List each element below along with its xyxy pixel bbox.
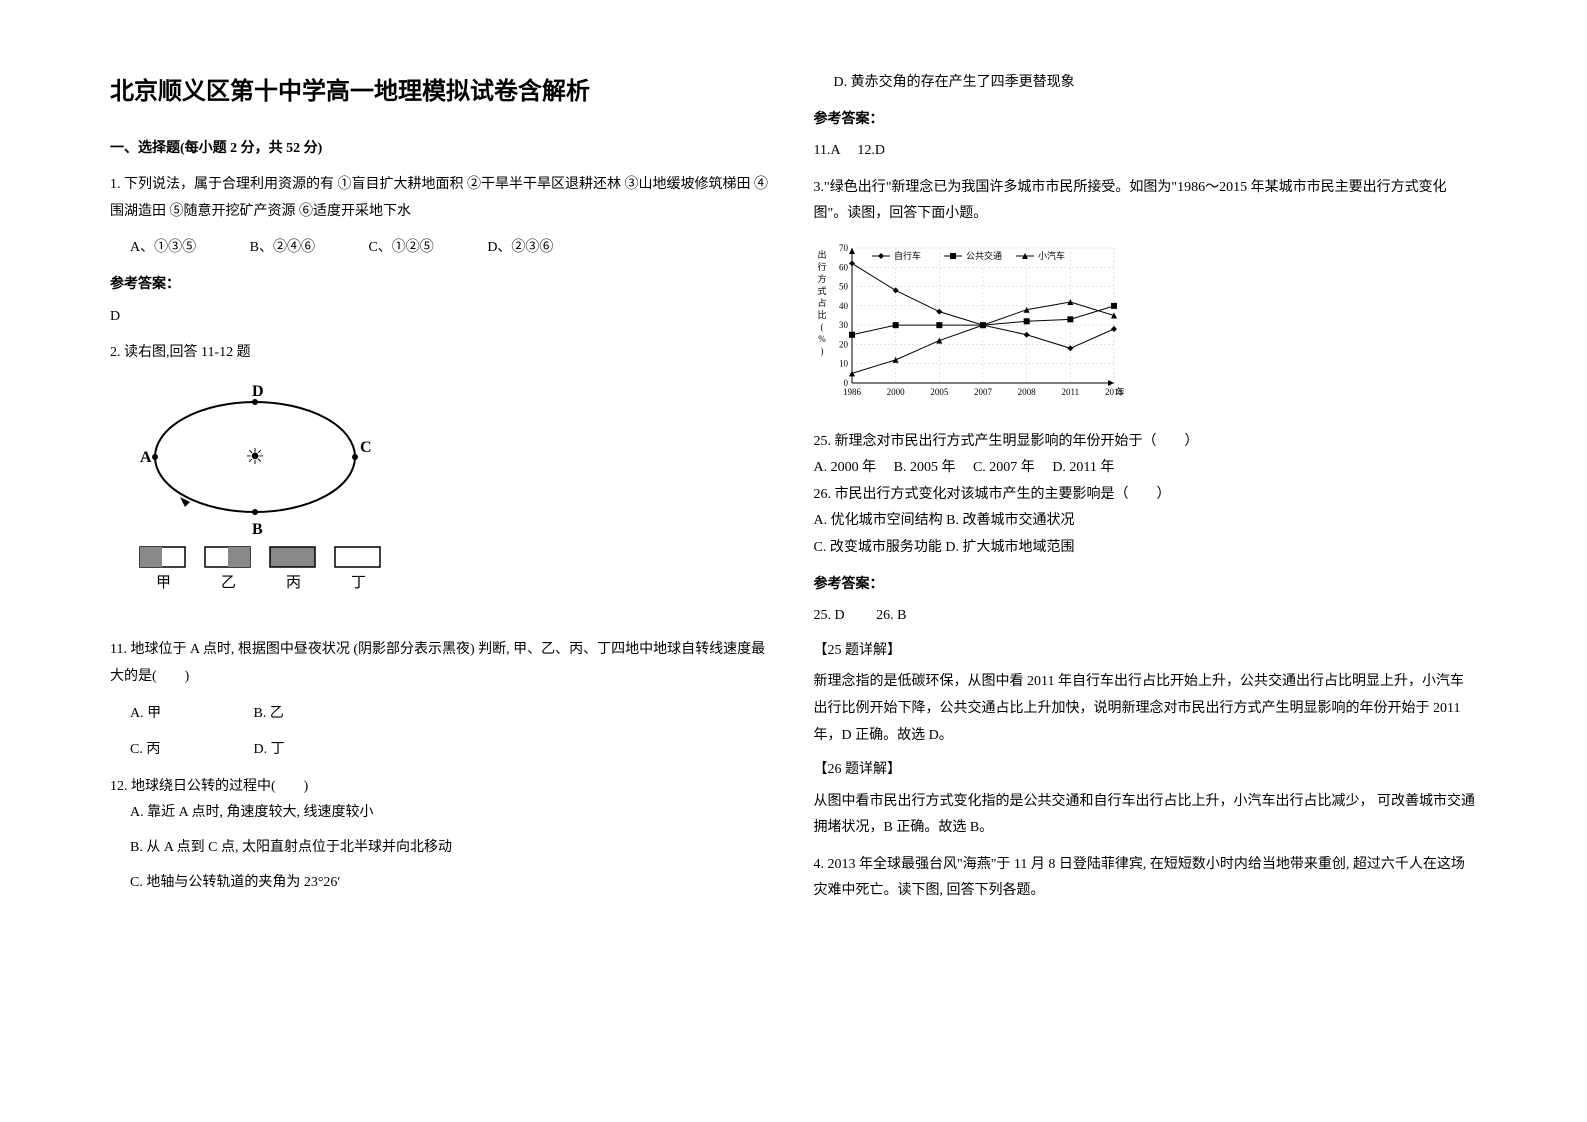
orbit-diagram-svg: ☀ D C A B 甲: [130, 382, 390, 612]
q12-option-d: D. 黄赤交角的存在产生了四季更替现象: [814, 70, 1478, 97]
point-a: [152, 454, 158, 460]
svg-text:(: (: [820, 322, 823, 332]
question-26-text: 26. 市民出行方式变化对该城市产生的主要影响是（ ）: [814, 482, 1478, 509]
question-26-options-row1: A. 优化城市空间结构 B. 改善城市交通状况: [814, 508, 1478, 535]
label-yi: 乙: [221, 575, 236, 591]
q25-option-c: C. 2007 年: [973, 460, 1035, 475]
q11-option-c: C. 丙: [130, 737, 250, 764]
svg-text:2011: 2011: [1061, 387, 1079, 397]
q26-option-c: C. 改变城市服务功能: [814, 540, 942, 555]
box-yi-shade: [228, 547, 250, 567]
q1-option-c: C、①②⑤: [368, 235, 433, 262]
svg-text:小汽车: 小汽车: [1038, 250, 1065, 261]
svg-text:2007: 2007: [974, 387, 993, 397]
svg-text:出: 出: [817, 249, 826, 260]
q11-option-a: A. 甲: [130, 701, 250, 728]
label-ding: 丁: [351, 575, 366, 591]
label-bing: 丙: [286, 575, 301, 591]
explain-26-header: 【26 题详解】: [814, 757, 1478, 784]
question-1: 1. 下列说法，属于合理利用资源的有 ①盲目扩大耕地面积 ②干旱半干旱区退耕还林…: [110, 172, 774, 330]
q3-answer: 25. D 26. B: [814, 603, 1478, 630]
svg-text:2008: 2008: [1017, 387, 1035, 397]
sun-icon: ☀: [245, 444, 265, 469]
travel-mode-chart: 出行方式占比(%)0102030405060701986200020052007…: [814, 238, 1478, 419]
orbit-diagram: ☀ D C A B 甲: [110, 382, 774, 623]
q12-option-a: A. 靠近 A 点时, 角速度较大, 线速度较小: [110, 800, 774, 827]
box-bing: [270, 547, 315, 567]
q26-option-d: D. 扩大城市地域范围: [945, 540, 1074, 555]
q12-option-b: B. 从 A 点到 C 点, 太阳直射点位于北半球并向北移动: [110, 835, 774, 862]
explain-25-text: 新理念指的是低碳环保，从图中看 2011 年自行车出行占比开始上升，公共交通出行…: [814, 669, 1478, 749]
q2-answer-header: 参考答案：: [814, 107, 1478, 134]
box-ding: [335, 547, 380, 567]
svg-text:2000: 2000: [886, 387, 905, 397]
label-jia: 甲: [156, 575, 171, 591]
question-11-options: A. 甲 B. 乙 C. 丙 D. 丁: [110, 701, 774, 764]
left-column: 北京顺义区第十中学高一地理模拟试卷含解析 一、选择题(每小题 2 分，共 52 …: [90, 70, 794, 1052]
q1-option-a: A、①③⑤: [130, 235, 196, 262]
label-a: A: [140, 449, 152, 466]
svg-text:40: 40: [839, 301, 849, 311]
svg-text:2005: 2005: [930, 387, 949, 397]
svg-text:1986: 1986: [843, 387, 862, 397]
q25-option-b: B. 2005 年: [894, 460, 956, 475]
q25-option-d: D. 2011 年: [1052, 460, 1114, 475]
question-1-options: A、①③⑤ B、②④⑥ C、①②⑤ D、②③⑥: [110, 235, 774, 262]
q1-option-b: B、②④⑥: [250, 235, 315, 262]
svg-text:70: 70: [839, 243, 849, 253]
point-d: [252, 399, 258, 405]
label-c: C: [360, 439, 372, 456]
question-11-text: 11. 地球位于 A 点时, 根据图中昼夜状况 (阴影部分表示黑夜) 判断, 甲…: [110, 637, 774, 690]
q1-answer: D: [110, 304, 774, 331]
svg-text:行: 行: [817, 261, 826, 272]
svg-text:20: 20: [839, 339, 849, 349]
exam-title: 北京顺义区第十中学高一地理模拟试卷含解析: [110, 70, 774, 116]
q11-option-d: D. 丁: [254, 737, 374, 764]
question-1-text: 1. 下列说法，属于合理利用资源的有 ①盲目扩大耕地面积 ②干旱半干旱区退耕还林…: [110, 172, 774, 225]
svg-text:): ): [820, 346, 823, 356]
explain-25-header: 【25 题详解】: [814, 638, 1478, 665]
svg-text:占: 占: [817, 297, 826, 308]
box-jia-shade: [140, 547, 162, 567]
svg-text:10: 10: [839, 359, 849, 369]
q11-option-b: B. 乙: [254, 701, 374, 728]
question-4-text: 4. 2013 年全球最强台风"海燕"于 11 月 8 日登陆菲律宾, 在短短数…: [814, 852, 1478, 905]
question-3: 3."绿色出行"新理念已为我国许多城市市民所接受。如图为"1986～2015 年…: [814, 175, 1478, 842]
question-25-options: A. 2000 年 B. 2005 年 C. 2007 年 D. 2011 年: [814, 455, 1478, 482]
question-12-text: 12. 地球绕日公转的过程中( ): [110, 774, 774, 801]
label-d: D: [252, 383, 264, 400]
question-4: 4. 2013 年全球最强台风"海燕"于 11 月 8 日登陆菲律宾, 在短短数…: [814, 852, 1478, 905]
label-b: B: [252, 521, 263, 538]
q12-option-c: C. 地轴与公转轨道的夹角为 23°26′: [110, 870, 774, 897]
q25-option-a: A. 2000 年: [814, 460, 877, 475]
svg-text:自行车: 自行车: [894, 250, 921, 261]
svg-text:方: 方: [817, 273, 826, 284]
svg-text:30: 30: [839, 320, 849, 330]
question-3-intro: 3."绿色出行"新理念已为我国许多城市市民所接受。如图为"1986～2015 年…: [814, 175, 1478, 228]
question-2-text: 2. 读右图,回答 11-12 题: [110, 340, 774, 367]
right-column: D. 黄赤交角的存在产生了四季更替现象 参考答案： 11.A 12.D 3."绿…: [794, 70, 1498, 1052]
section-1-header: 一、选择题(每小题 2 分，共 52 分): [110, 136, 774, 163]
svg-text:公共交通: 公共交通: [966, 250, 1002, 261]
q2-answer: 11.A 12.D: [814, 138, 1478, 165]
point-c: [352, 454, 358, 460]
q1-option-d: D、②③⑥: [487, 235, 553, 262]
svg-text:年: 年: [1116, 386, 1124, 397]
point-b: [252, 509, 258, 515]
q26-option-b: B. 改善城市交通状况: [946, 513, 1074, 528]
svg-text:%: %: [818, 334, 826, 344]
svg-text:50: 50: [839, 282, 849, 292]
q3-answer-header: 参考答案：: [814, 572, 1478, 599]
explain-26-text: 从图中看市民出行方式变化指的是公共交通和自行车出行占比上升，小汽车出行占比减少，…: [814, 789, 1478, 842]
q1-answer-header: 参考答案：: [110, 272, 774, 299]
svg-text:60: 60: [839, 262, 849, 272]
question-26-options-row2: C. 改变城市服务功能 D. 扩大城市地域范围: [814, 535, 1478, 562]
question-25-text: 25. 新理念对市民出行方式产生明显影响的年份开始于（ ）: [814, 429, 1478, 456]
q26-option-a: A. 优化城市空间结构: [814, 513, 943, 528]
svg-text:式: 式: [817, 285, 826, 296]
svg-text:比: 比: [817, 309, 826, 320]
question-2: 2. 读右图,回答 11-12 题 ☀ D C A B: [110, 340, 774, 896]
chart-svg: 出行方式占比(%)0102030405060701986200020052007…: [814, 238, 1124, 408]
